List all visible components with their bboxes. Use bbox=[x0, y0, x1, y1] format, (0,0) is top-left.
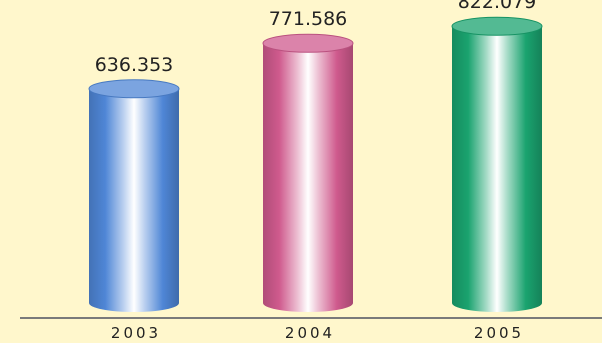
value-labels-group: 636.353 771.586 822.079 bbox=[95, 0, 537, 76]
bar-body-2004 bbox=[263, 43, 353, 303]
bar-bottom-cap-2004 bbox=[263, 294, 353, 312]
x-tick-label-2005: 2005 bbox=[474, 324, 524, 342]
bar-top-cap-2005 bbox=[451, 16, 543, 36]
value-label-2004: 771.586 bbox=[269, 8, 348, 30]
bar-2004 bbox=[262, 33, 354, 312]
bars-group bbox=[88, 16, 543, 312]
bar-bottom-cap-2003 bbox=[89, 294, 179, 312]
x-tick-label-2003: 2003 bbox=[111, 324, 161, 342]
bar-body-2005 bbox=[452, 26, 542, 304]
bar-body-2003 bbox=[89, 88, 179, 303]
value-label-2003: 636.353 bbox=[95, 54, 174, 76]
x-tick-labels-group: 2003 2004 2005 bbox=[111, 324, 524, 342]
bar-bottom-cap-2005 bbox=[452, 294, 542, 312]
bar-2005 bbox=[451, 16, 543, 312]
value-label-2005: 822.079 bbox=[458, 0, 537, 13]
bar-top-cap-2003 bbox=[88, 79, 180, 99]
bar-top-cap-2004 bbox=[262, 33, 354, 53]
x-tick-label-2004: 2004 bbox=[285, 324, 335, 342]
bar-2003 bbox=[88, 79, 180, 312]
